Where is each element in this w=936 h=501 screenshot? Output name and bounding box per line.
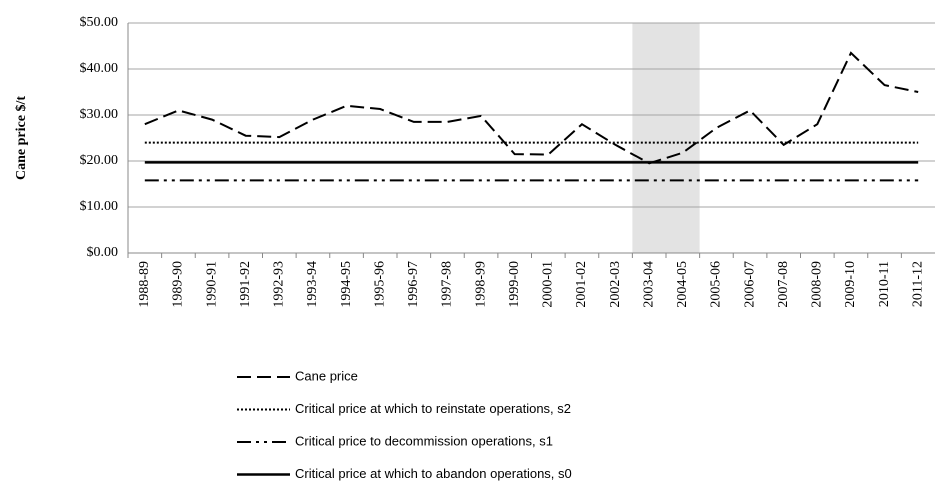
legend-label: Critical price to decommission operation…	[295, 433, 553, 448]
x-tick-label: 2002-03	[608, 261, 623, 308]
x-tick-label: 2004-05	[675, 261, 690, 308]
series-line	[144, 51, 919, 165]
y-tick-label: $40.00	[80, 61, 119, 76]
x-tick-label: 2008-09	[810, 261, 825, 308]
y-tick-label: $30.00	[80, 107, 119, 122]
x-tick-label: 2009-10	[843, 261, 858, 308]
x-tick-label: 1994-95	[339, 261, 354, 308]
y-tick-label: $10.00	[80, 199, 119, 214]
legend-label: Critical price at which to reinstate ope…	[295, 401, 571, 416]
x-tick-label: 1989-90	[171, 261, 186, 308]
x-tick-label: 2011-12	[910, 261, 925, 307]
x-tick-label: 1997-98	[440, 261, 455, 308]
x-tick-label: 1991-92	[238, 261, 253, 308]
x-tick-label: 2007-08	[776, 261, 791, 308]
legend: Cane price Critical price at which to rei…	[237, 368, 572, 481]
x-tick-label: 1996-97	[406, 261, 421, 308]
x-tick-label: 1993-94	[305, 261, 320, 308]
y-tick-label: $0.00	[87, 245, 119, 260]
shaded-period	[632, 23, 700, 253]
x-tick-label: 1988-89	[137, 261, 152, 308]
y-tick-label: $50.00	[80, 15, 119, 30]
y-tick-label: $20.00	[80, 153, 119, 168]
x-tick-label: 1990-91	[204, 261, 219, 308]
x-tick-label: 2010-11	[877, 261, 892, 307]
legend-label: Cane price	[295, 368, 358, 383]
x-tick-label: 1992-93	[272, 261, 287, 308]
y-axis-title: Cane price $/t	[14, 96, 29, 180]
x-tick-label: 2005-06	[709, 261, 724, 308]
x-tick-label: 1999-00	[507, 261, 522, 308]
x-tick-label: 2001-02	[574, 261, 589, 308]
x-tick-label: 2003-04	[641, 261, 656, 308]
x-tick-label: 1995-96	[372, 261, 387, 308]
x-tick-label: 2006-07	[742, 261, 757, 308]
legend-label: Critical price at which to abandon opera…	[295, 466, 572, 481]
x-tick-label: 2000-01	[541, 261, 556, 308]
x-tick-label: 1998-99	[473, 261, 488, 308]
